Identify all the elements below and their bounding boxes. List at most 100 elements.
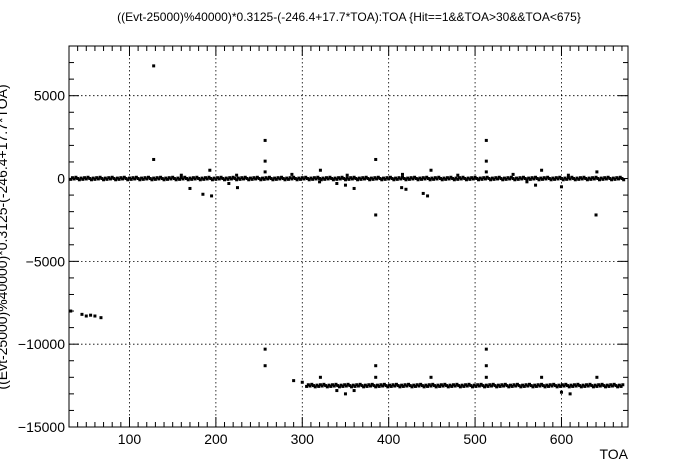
- data-point-147: [212, 176, 216, 180]
- data-point-254: [397, 176, 401, 180]
- data-point-439: [398, 385, 402, 389]
- data-point-259: [406, 176, 410, 180]
- data-point-268: [421, 176, 425, 180]
- data-point-100: [131, 176, 135, 180]
- data-point-565: [616, 385, 620, 389]
- data-point-425: [374, 385, 378, 389]
- data-point-371: [599, 176, 603, 180]
- data-point-132: [186, 178, 190, 182]
- data-point-545: [581, 383, 585, 387]
- data-point-82: [100, 177, 104, 181]
- data-point-208: [318, 177, 322, 181]
- data-point-548: [586, 384, 590, 388]
- data-point-230: [356, 178, 360, 182]
- data-point-62: [540, 375, 544, 379]
- data-point-543: [578, 384, 582, 388]
- data-point-393: [318, 383, 322, 387]
- data-point-90: [114, 178, 118, 182]
- data-point-186: [280, 175, 284, 179]
- data-point-364: [587, 176, 591, 180]
- data-point-124: [172, 177, 176, 181]
- data-point-515: [529, 384, 533, 388]
- data-point-531: [557, 383, 561, 387]
- data-point-252: [394, 176, 398, 180]
- data-point-404: [337, 385, 341, 389]
- data-point-247: [385, 176, 389, 180]
- data-point-160: [235, 178, 239, 182]
- data-point-198: [300, 176, 304, 180]
- data-point-69: [77, 178, 81, 182]
- data-point-566: [617, 383, 621, 387]
- data-point-25: [456, 173, 460, 177]
- data-point-421: [367, 383, 371, 387]
- data-point-391: [315, 383, 319, 387]
- data-point-385: [305, 384, 309, 388]
- y-axis-label: ((Evt-25000)%40000)*0.3125-(-246.4+17.7*…: [0, 84, 10, 389]
- data-point-528: [552, 382, 556, 386]
- data-point-119: [164, 176, 168, 180]
- data-point-121: [167, 176, 171, 180]
- data-point-536: [566, 384, 570, 388]
- data-point-294: [466, 176, 470, 180]
- data-point-202: [307, 178, 311, 182]
- data-point-253: [395, 177, 399, 181]
- data-point-532: [559, 384, 563, 388]
- data-point-15: [429, 168, 433, 172]
- data-point-2: [84, 314, 88, 318]
- data-point-540: [572, 383, 576, 387]
- data-point-407: [343, 383, 347, 387]
- data-point-136: [193, 177, 197, 181]
- data-point-182: [273, 176, 277, 180]
- data-point-426: [375, 383, 379, 387]
- data-point-351: [565, 177, 569, 181]
- data-point-205: [312, 176, 316, 180]
- data-point-477: [464, 383, 468, 387]
- data-point-234: [362, 177, 366, 181]
- data-point-76: [89, 178, 93, 182]
- data-point-297: [471, 177, 475, 181]
- data-point-558: [604, 385, 608, 389]
- data-point-321: [513, 178, 517, 182]
- data-point-114: [155, 176, 159, 180]
- data-point-48: [484, 347, 488, 351]
- data-point-122: [169, 177, 173, 181]
- data-point-494: [493, 384, 497, 388]
- data-point-564: [614, 384, 618, 388]
- data-point-135: [191, 176, 195, 180]
- data-point-212: [324, 176, 328, 180]
- x-tick-label-3: 400: [377, 431, 401, 447]
- data-point-446: [410, 385, 414, 389]
- data-point-44: [559, 185, 563, 189]
- data-point-434: [389, 384, 393, 388]
- data-point-80: [96, 177, 100, 181]
- data-point-534: [562, 384, 566, 388]
- data-point-396: [324, 384, 328, 388]
- data-point-51: [292, 379, 296, 383]
- data-point-432: [386, 385, 390, 389]
- data-point-525: [547, 384, 551, 388]
- data-point-233: [361, 176, 365, 180]
- data-point-401: [332, 384, 336, 388]
- data-point-262: [411, 177, 415, 181]
- data-point-316: [504, 177, 508, 181]
- data-point-397: [325, 385, 329, 389]
- data-point-167: [247, 178, 251, 182]
- data-point-120: [165, 177, 169, 181]
- y-tick-label-0: −15000: [18, 419, 65, 435]
- data-point-171: [254, 177, 258, 181]
- data-point-272: [428, 178, 432, 182]
- data-point-445: [408, 384, 412, 388]
- data-point-226: [349, 176, 353, 180]
- data-point-554: [597, 383, 601, 387]
- data-point-74: [86, 175, 90, 179]
- data-point-563: [612, 382, 616, 386]
- data-point-267: [420, 177, 424, 181]
- data-point-526: [548, 383, 552, 387]
- data-point-347: [558, 175, 562, 179]
- data-point-541: [574, 384, 578, 388]
- data-point-450: [417, 384, 421, 388]
- data-point-164: [242, 177, 246, 181]
- data-point-280: [442, 176, 446, 180]
- data-point-4: [93, 314, 97, 318]
